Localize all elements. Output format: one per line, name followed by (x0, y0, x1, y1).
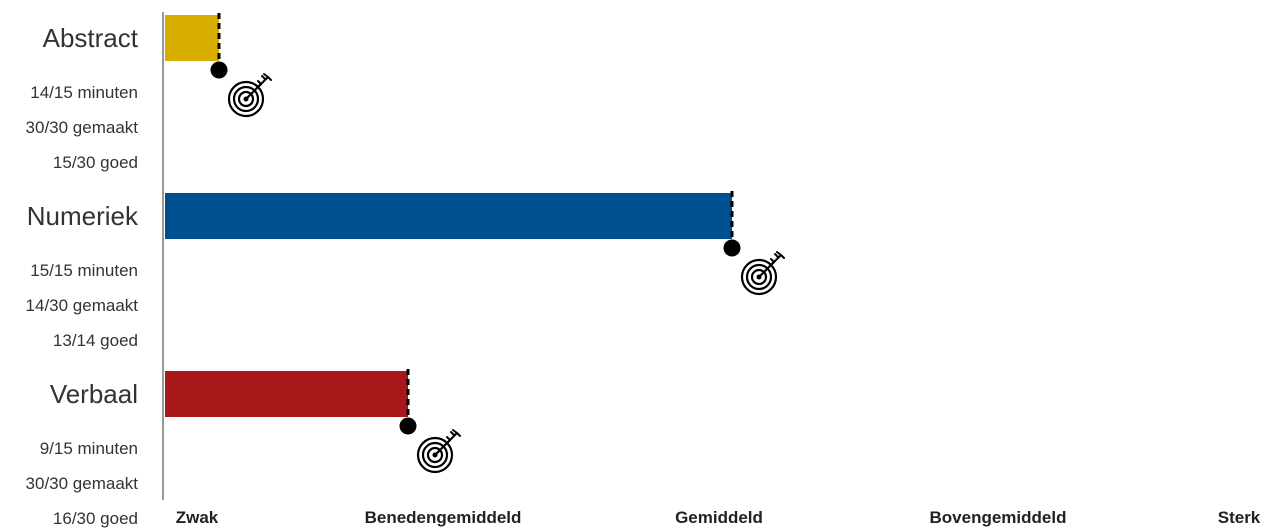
stat-label: 16/30 goed (53, 509, 138, 528)
x-tick-label: Bovengemiddeld (930, 508, 1067, 527)
x-tick-labels: Zwak Benedengemiddeld Gemiddeld Bovengemidd… (176, 508, 1261, 527)
category-groups: Abstract 14/15 minuten 30/30 gemaakt 15/30 … (26, 13, 785, 528)
stat-label: 15/30 goed (53, 153, 138, 172)
category-group-abstract: Abstract 14/15 minuten 30/30 gemaakt 15/30 … (26, 13, 272, 172)
marker-dot-abstract (210, 61, 228, 79)
target-dart-icon (227, 73, 272, 118)
x-tick-label: Sterk (1218, 508, 1261, 527)
bar-verbaal (165, 371, 408, 417)
x-tick-label: Zwak (176, 508, 219, 527)
stat-label: 9/15 minuten (40, 439, 138, 458)
stat-label: 14/30 gemaakt (26, 296, 139, 315)
marker-dot-numeriek (723, 239, 741, 257)
x-tick-label: Benedengemiddeld (365, 508, 522, 527)
marker-dot-verbaal (399, 417, 417, 435)
bar-numeriek (165, 193, 732, 239)
target-dart-icon (416, 429, 461, 474)
stat-label: 15/15 minuten (30, 261, 138, 280)
stat-label: 14/15 minuten (30, 83, 138, 102)
category-label-verbaal: Verbaal (50, 379, 138, 409)
target-dart-icon (740, 251, 785, 296)
category-label-numeriek: Numeriek (27, 201, 139, 231)
stat-label: 30/30 gemaakt (26, 118, 139, 137)
category-group-verbaal: Verbaal 9/15 minuten 30/30 gemaakt 16/30 go… (26, 369, 461, 528)
category-label-abstract: Abstract (43, 23, 139, 53)
stat-label: 13/14 goed (53, 331, 138, 350)
category-group-numeriek: Numeriek 15/15 minuten 14/30 gemaakt 13/14 … (26, 191, 785, 350)
x-tick-label: Gemiddeld (675, 508, 763, 527)
stat-label: 30/30 gemaakt (26, 474, 139, 493)
bar-abstract (165, 15, 219, 61)
